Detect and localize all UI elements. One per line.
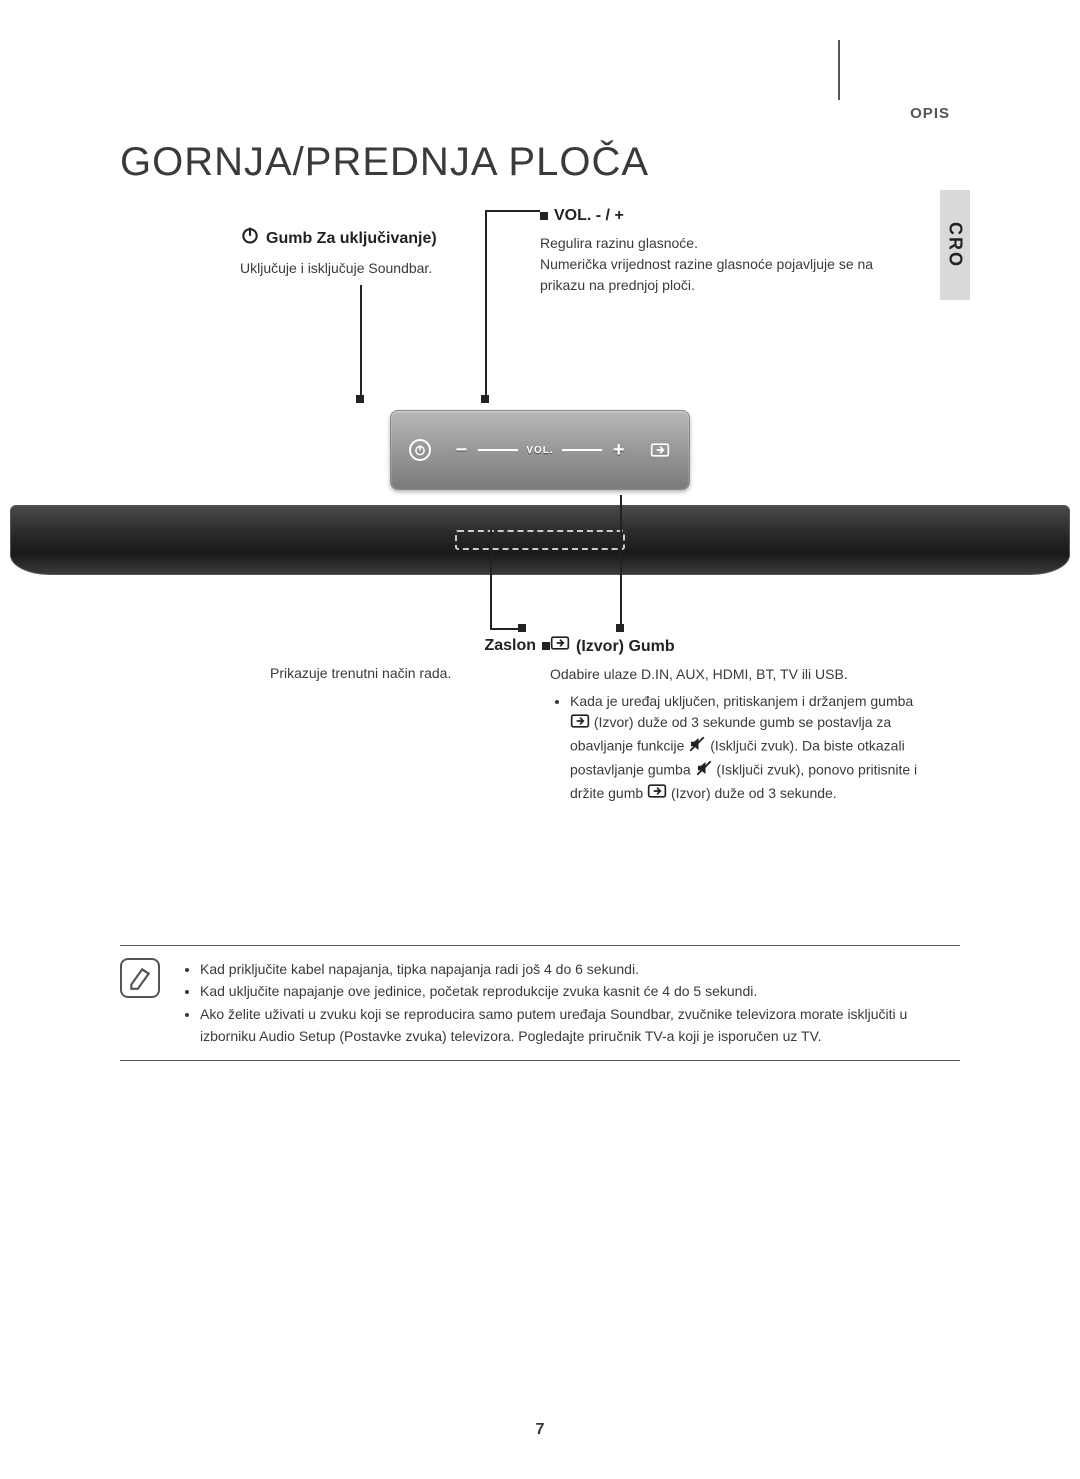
note-list: Kad priključite kabel napajanja, tipka n…	[180, 958, 960, 1048]
callouts-top: Gumb Za uključivanje) Uključuje i isklju…	[120, 215, 960, 365]
volume-callout-title-text: VOL. - / +	[554, 205, 624, 227]
page-number: 7	[536, 1421, 545, 1439]
source-callout: (Izvor) Gumb Odabire ulaze D.IN, AUX, HD…	[550, 635, 920, 805]
vol-line-icon	[478, 449, 518, 451]
power-callout: Gumb Za uključivanje) Uključuje i isklju…	[240, 225, 540, 279]
panel-vol-label: VOL.	[526, 445, 553, 456]
note-item: Kad priključite kabel napajanja, tipka n…	[200, 958, 960, 980]
section-label: OPIS	[910, 105, 950, 122]
power-icon	[240, 225, 260, 252]
source-icon	[570, 713, 590, 735]
source-callout-desc: Odabire ulaze D.IN, AUX, HDMI, BT, TV il…	[550, 664, 920, 685]
volume-callout-desc2: Numerička vrijednost razine glasnoće poj…	[540, 254, 900, 296]
source-icon	[647, 783, 667, 805]
soundbar-diagram: − VOL. +	[0, 365, 1080, 605]
page-title: GORNJA/PREDNJA PLOČA	[120, 140, 960, 185]
power-callout-desc: Uključuje i isključuje Soundbar.	[240, 258, 540, 279]
leader-line	[620, 495, 622, 630]
source-bullet-p5: (Izvor) duže od 3 sekunde.	[671, 785, 837, 801]
power-callout-title-text: Gumb Za uključivanje)	[266, 228, 437, 250]
note-item: Kad uključite napajanje ove jedinice, po…	[200, 980, 960, 1002]
page: OPIS CRO GORNJA/PREDNJA PLOČA Gumb Za uk…	[0, 0, 1080, 1479]
power-callout-title: Gumb Za uključivanje)	[240, 225, 540, 252]
mute-icon	[688, 735, 706, 759]
leader-square-icon	[540, 212, 548, 220]
vol-line-icon	[562, 449, 602, 451]
source-bullet-list: Kada je uređaj uključen, pritiskanjem i …	[550, 691, 920, 805]
display-callout-title-text: Zaslon	[484, 635, 536, 657]
display-callout: Zaslon Prikazuje trenutni način rada.	[270, 635, 550, 684]
leader-square-icon	[542, 642, 550, 650]
panel-vol-plus-button[interactable]: +	[610, 439, 628, 462]
note-icon	[120, 958, 160, 998]
panel-volume-group: − VOL. +	[431, 439, 649, 462]
note-item: Ako želite uživati u zvuku koji se repro…	[200, 1003, 960, 1048]
panel-vol-minus-button[interactable]: −	[452, 439, 470, 462]
panel-power-button[interactable]	[409, 439, 431, 461]
source-callout-title: (Izvor) Gumb	[550, 635, 920, 658]
callouts-bottom: Zaslon Prikazuje trenutni način rada. (I…	[120, 615, 960, 935]
display-callout-desc: Prikazuje trenutni način rada.	[270, 663, 550, 684]
source-callout-title-text: (Izvor) Gumb	[576, 636, 675, 658]
leader-line	[485, 210, 540, 212]
note-box: Kad priključite kabel napajanja, tipka n…	[120, 945, 960, 1061]
source-icon	[550, 635, 570, 658]
display-slot	[455, 530, 625, 550]
source-bullet-item: Kada je uređaj uključen, pritiskanjem i …	[570, 691, 920, 805]
panel-source-button[interactable]	[649, 439, 671, 461]
volume-callout-title: VOL. - / +	[540, 205, 900, 227]
source-bullet-p1: Kada je uređaj uključen, pritiskanjem i …	[570, 693, 913, 709]
display-callout-title: Zaslon	[270, 635, 550, 657]
volume-callout-desc1: Regulira razinu glasnoće.	[540, 233, 900, 254]
volume-callout: VOL. - / + Regulira razinu glasnoće. Num…	[540, 205, 900, 296]
control-panel: − VOL. +	[390, 410, 690, 490]
mute-icon	[695, 759, 713, 783]
top-divider	[838, 40, 840, 100]
